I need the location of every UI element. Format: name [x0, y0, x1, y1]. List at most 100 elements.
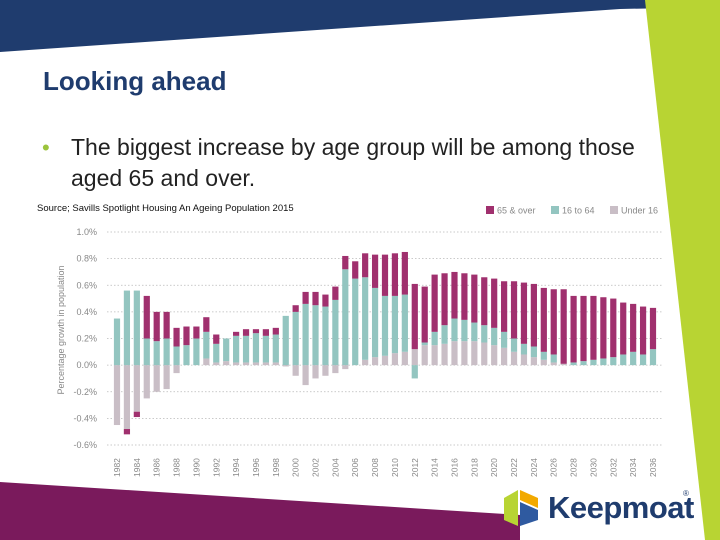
bar-segment-16-to-64 [332, 299, 339, 366]
bar-segment-65-and-over [163, 311, 170, 339]
bar-segment-16-to-64 [143, 338, 150, 366]
bar-segment-16-to-64 [451, 318, 458, 342]
bar-segment-16-to-64 [540, 351, 547, 360]
bar-segment-65-and-over [421, 286, 428, 343]
bar-segment-under-16 [302, 365, 309, 386]
bar-segment-16-to-64 [520, 343, 528, 355]
bar-segment-65-and-over [620, 302, 627, 355]
bar-segment-under-16 [203, 358, 210, 366]
bar-segment-16-to-64 [421, 342, 428, 346]
bar-segment-16-to-64 [213, 343, 220, 363]
bar-segment-65-and-over [371, 254, 379, 288]
bar-segment-65-and-over [203, 317, 210, 332]
bar-segment-16-to-64 [272, 334, 279, 363]
x-tick-label: 2028 [569, 458, 579, 477]
bar-segment-16-to-64 [461, 319, 468, 342]
bar-segment-65-and-over [123, 429, 131, 435]
bar-segment-under-16 [481, 342, 488, 366]
bar-segment-65-and-over [342, 255, 349, 270]
x-tick-label: 1992 [211, 458, 221, 477]
bar-segment-65-and-over [481, 277, 488, 326]
bar-segment-under-16 [143, 365, 150, 399]
bar-segment-under-16 [252, 362, 260, 366]
bar-segment-65-and-over [391, 253, 399, 296]
y-tick-label: -0.2% [73, 387, 97, 397]
bar-segment-16-to-64 [371, 287, 379, 358]
top-navy-band [0, 0, 720, 52]
y-tick-label: 0.0% [76, 360, 97, 370]
bar-segment-65-and-over [550, 289, 557, 355]
x-tick-label: 2008 [370, 458, 380, 477]
legend-label: Under 16 [621, 206, 658, 216]
bar-segment-65-and-over [312, 291, 319, 306]
bar-segment-65-and-over [242, 329, 250, 336]
bar-segment-under-16 [421, 345, 428, 366]
bar-segment-under-16 [282, 365, 289, 367]
bar-segment-16-to-64 [352, 278, 359, 366]
bar-segment-65-and-over [133, 411, 140, 418]
bar-segment-65-and-over [381, 254, 389, 296]
bar-segment-16-to-64 [481, 325, 488, 343]
bar-segment-65-and-over [143, 295, 150, 339]
bar-segment-65-and-over [352, 261, 359, 279]
bar-segment-65-and-over [431, 274, 438, 332]
bar-segment-65-and-over [600, 297, 607, 359]
x-tick-label: 2012 [410, 458, 420, 477]
bar-segment-16-to-64 [223, 338, 230, 362]
bar-segment-under-16 [262, 362, 269, 366]
bar-segment-under-16 [441, 343, 448, 366]
bar-segment-16-to-64 [312, 305, 319, 366]
bar-segment-under-16 [213, 362, 220, 366]
bar-segment-65-and-over [183, 326, 190, 346]
bar-segment-65-and-over [590, 295, 597, 360]
keepmoat-logo-mark-icon [504, 490, 538, 526]
bar-segment-under-16 [381, 355, 389, 366]
bar-segment-16-to-64 [401, 294, 408, 352]
bar-segment-16-to-64 [630, 351, 637, 366]
bar-segment-16-to-64 [173, 346, 180, 366]
x-tick-label: 2006 [350, 458, 360, 477]
legend-swatch [551, 206, 559, 214]
bar-segment-65-and-over [262, 329, 269, 336]
bullet-text: The biggest increase by age group will b… [71, 134, 635, 191]
bar-segment-65-and-over [451, 271, 458, 319]
bar-segment-65-and-over [501, 281, 508, 332]
x-tick-label: 2004 [330, 458, 340, 477]
bar-segment-16-to-64 [302, 303, 309, 366]
bar-segment-16-to-64 [362, 277, 369, 360]
bar-segment-16-to-64 [570, 362, 577, 366]
bar-segment-65-and-over [272, 327, 279, 335]
bar-segment-under-16 [401, 351, 408, 366]
legend-swatch [610, 206, 618, 214]
bar-segment-under-16 [173, 365, 180, 374]
bar-segment-65-and-over [520, 282, 528, 344]
bar-segment-16-to-64 [381, 295, 389, 356]
bar-segment-under-16 [342, 365, 349, 370]
right-lime-band [645, 0, 720, 540]
x-tick-label: 1984 [132, 458, 142, 477]
bar-segment-16-to-64 [203, 331, 210, 359]
bar-segment-under-16 [391, 353, 399, 366]
bar-segment-65-and-over [570, 295, 577, 363]
bar-segment-65-and-over [332, 286, 339, 300]
bar-segment-16-to-64 [123, 290, 131, 366]
bar-segment-under-16 [501, 347, 508, 366]
bar-segment-under-16 [242, 362, 250, 366]
bar-segment-under-16 [530, 357, 537, 366]
bar-segment-16-to-64 [153, 341, 160, 366]
bottom-magenta-band [0, 482, 520, 540]
x-tick-label: 2036 [648, 458, 658, 477]
bar-segment-65-and-over [362, 253, 369, 278]
x-tick-label: 2022 [509, 458, 519, 477]
bar-segment-65-and-over [213, 334, 220, 344]
bar-segment-16-to-64 [639, 354, 647, 366]
bar-segment-under-16 [163, 365, 170, 390]
legend-label: 65 & over [497, 206, 536, 216]
bar-segment-65-and-over [491, 278, 498, 328]
bar-segment-65-and-over [441, 273, 448, 326]
x-tick-label: 2030 [588, 458, 598, 477]
bar-segment-65-and-over [471, 274, 478, 323]
bar-segment-under-16 [113, 365, 121, 426]
bar-segment-under-16 [133, 365, 140, 412]
bar-segment-16-to-64 [580, 361, 587, 366]
